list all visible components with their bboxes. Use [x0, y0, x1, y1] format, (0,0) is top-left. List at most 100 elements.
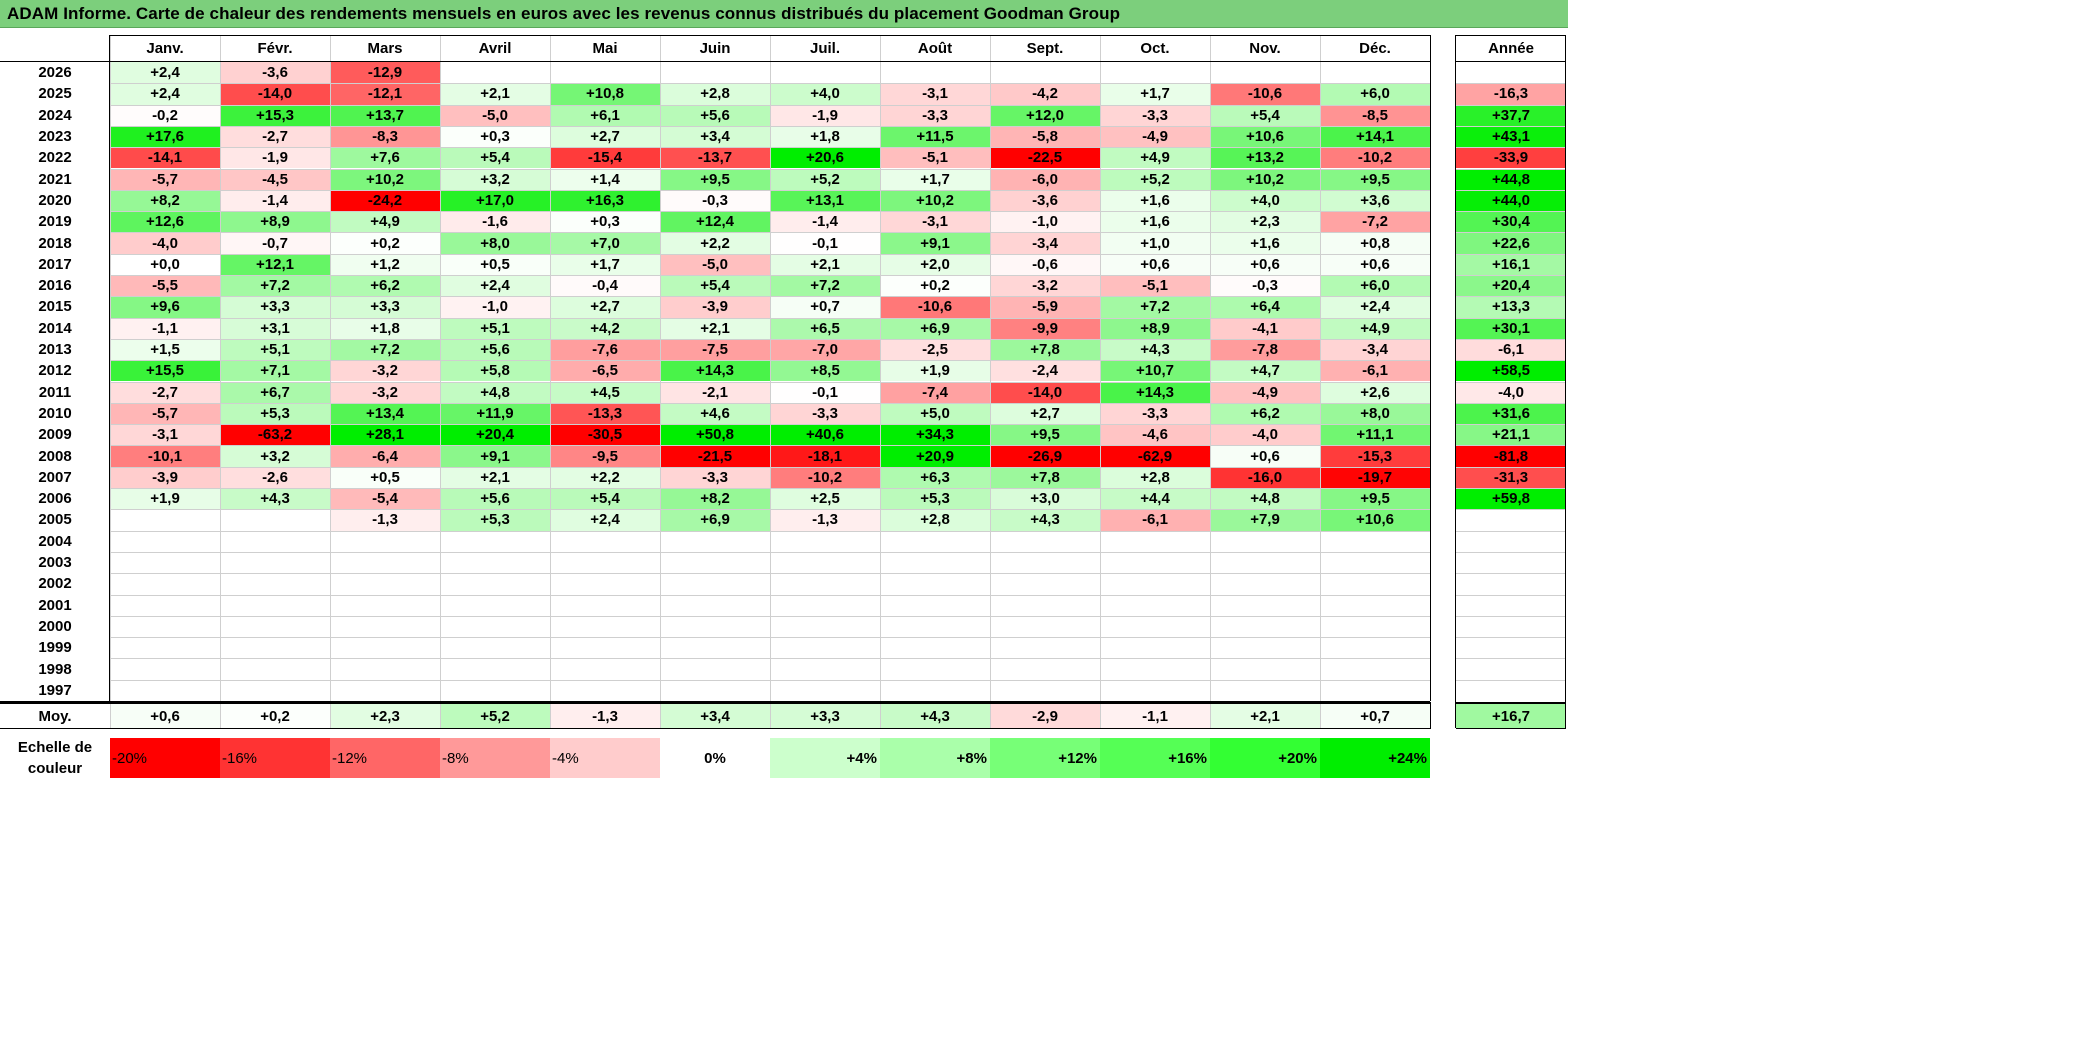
annual-cell — [1456, 679, 1566, 701]
heatmap-cell — [330, 530, 440, 552]
heatmap-cell: +40,6 — [770, 424, 880, 446]
heatmap-cell: -0,1 — [770, 232, 880, 254]
grid-line — [110, 83, 1430, 85]
annual-cell: +13,3 — [1456, 296, 1566, 318]
color-scale-stop: -8% — [440, 738, 550, 778]
color-scale-label: Echelle de couleur — [17, 739, 93, 777]
heatmap-cell: +12,0 — [990, 104, 1100, 126]
year-label: 2014 — [38, 319, 72, 337]
heatmap-cell: -1,4 — [770, 211, 880, 233]
annual-cell: +59,8 — [1456, 488, 1566, 510]
heatmap-cell — [1100, 658, 1210, 680]
grid-line — [770, 35, 771, 701]
heatmap-cell: +17,0 — [440, 189, 550, 212]
grid-line — [1456, 637, 1566, 639]
heatmap-cell: -9,5 — [550, 445, 660, 467]
heatmap-cell: +10,7 — [1100, 360, 1210, 382]
year-label: 2001 — [38, 596, 72, 614]
annual-cell — [1456, 62, 1566, 84]
heatmap-cell: +3,3 — [220, 296, 330, 318]
heatmap-cell: -4,1 — [1210, 317, 1320, 339]
heatmap-cell: -2,5 — [880, 338, 990, 361]
border-line — [1430, 35, 1431, 701]
grid-line — [1456, 594, 1566, 596]
heatmap-cell: -13,7 — [660, 147, 770, 169]
heatmap-cell — [440, 573, 550, 595]
heatmap-cell: -1,0 — [990, 211, 1100, 233]
heatmap-cell — [1100, 679, 1210, 701]
heatmap-cell — [110, 615, 220, 638]
heatmap-cell — [330, 573, 440, 595]
grid-line — [110, 275, 1430, 276]
grid-line — [1456, 658, 1566, 660]
heatmap-cell: -5,7 — [110, 402, 220, 425]
heatmap-cell: +0,6 — [1210, 445, 1320, 467]
heatmap-cell: -1,3 — [330, 509, 440, 531]
heatmap-cell — [1320, 679, 1430, 701]
heatmap-cell: -3,1 — [110, 424, 220, 446]
year-label: 2018 — [38, 234, 72, 252]
heatmap-cell — [220, 615, 330, 638]
heatmap-cell — [880, 658, 990, 680]
heatmap-cell: +12,1 — [220, 253, 330, 275]
heatmap-cell: +4,8 — [1210, 488, 1320, 510]
heatmap-cell: +9,1 — [880, 232, 990, 254]
year-label: 2024 — [38, 106, 72, 124]
heatmap-cell — [660, 573, 770, 595]
heatmap-cell: -18,1 — [770, 445, 880, 467]
heatmap-cell: -5,1 — [880, 147, 990, 169]
grid-line — [110, 381, 1430, 383]
chart-title: ADAM Informe. Carte de chaleur des rende… — [7, 4, 1121, 23]
grid-line — [110, 637, 1430, 639]
heatmap-cell: +4,9 — [1320, 317, 1430, 339]
heatmap-cell: +4,3 — [220, 488, 330, 510]
heatmap-cell: +3,1 — [220, 317, 330, 339]
heatmap-cell: +0,3 — [550, 211, 660, 233]
heatmap-cell: -12,1 — [330, 83, 440, 105]
annual-cell — [1456, 551, 1566, 574]
year-label: 1998 — [38, 660, 72, 678]
grid-line — [110, 35, 111, 701]
heatmap-cell — [1320, 551, 1430, 574]
annual-cell — [1456, 637, 1566, 659]
color-scale-stop: +8% — [880, 738, 990, 778]
heatmap-cell: +2,2 — [660, 232, 770, 254]
heatmap-cell — [550, 551, 660, 574]
grid-line — [1210, 704, 1211, 728]
heatmap-cell: +9,5 — [1320, 168, 1430, 190]
grid-line — [110, 189, 1430, 191]
heatmap-cell: +9,6 — [110, 296, 220, 318]
heatmap-cell: +15,3 — [220, 104, 330, 126]
heatmap-cell — [660, 530, 770, 552]
heatmap-cell: +10,2 — [330, 168, 440, 190]
heatmap-cell: +2,2 — [550, 466, 660, 488]
grid-line — [1456, 147, 1566, 149]
heatmap-cell: +3,0 — [990, 488, 1100, 510]
heatmap-cell: +4,8 — [440, 381, 550, 403]
heatmap-cell: -6,0 — [990, 168, 1100, 190]
grid-line — [1456, 360, 1566, 362]
heatmap-cell — [770, 551, 880, 574]
grid-line — [110, 317, 1430, 319]
heatmap-cell — [660, 594, 770, 616]
year-label: 2022 — [38, 149, 72, 167]
heatmap-cell: -24,2 — [330, 189, 440, 212]
month-header: Févr. — [257, 40, 293, 57]
grid-line — [110, 147, 1430, 149]
heatmap-cell: -12,9 — [330, 62, 440, 84]
heatmap-cell: +8,0 — [440, 232, 550, 254]
heatmap-cell: +2,5 — [770, 488, 880, 510]
year-label: 2010 — [38, 404, 72, 422]
heatmap-cell — [330, 637, 440, 659]
heatmap-cell: -0,3 — [660, 189, 770, 212]
heatmap-cell: +3,2 — [440, 168, 550, 190]
heatmap-cell: -3,4 — [1320, 338, 1430, 361]
color-scale-stop: 0% — [660, 738, 770, 778]
annual-cell: +22,6 — [1456, 232, 1566, 254]
heatmap-cell — [990, 530, 1100, 552]
grid-line — [110, 232, 1430, 234]
heatmap-cell: -62,9 — [1100, 445, 1210, 467]
grid-line — [110, 424, 1430, 426]
annual-cell: -4,0 — [1456, 381, 1566, 403]
heatmap-cell: +1,6 — [1100, 189, 1210, 212]
